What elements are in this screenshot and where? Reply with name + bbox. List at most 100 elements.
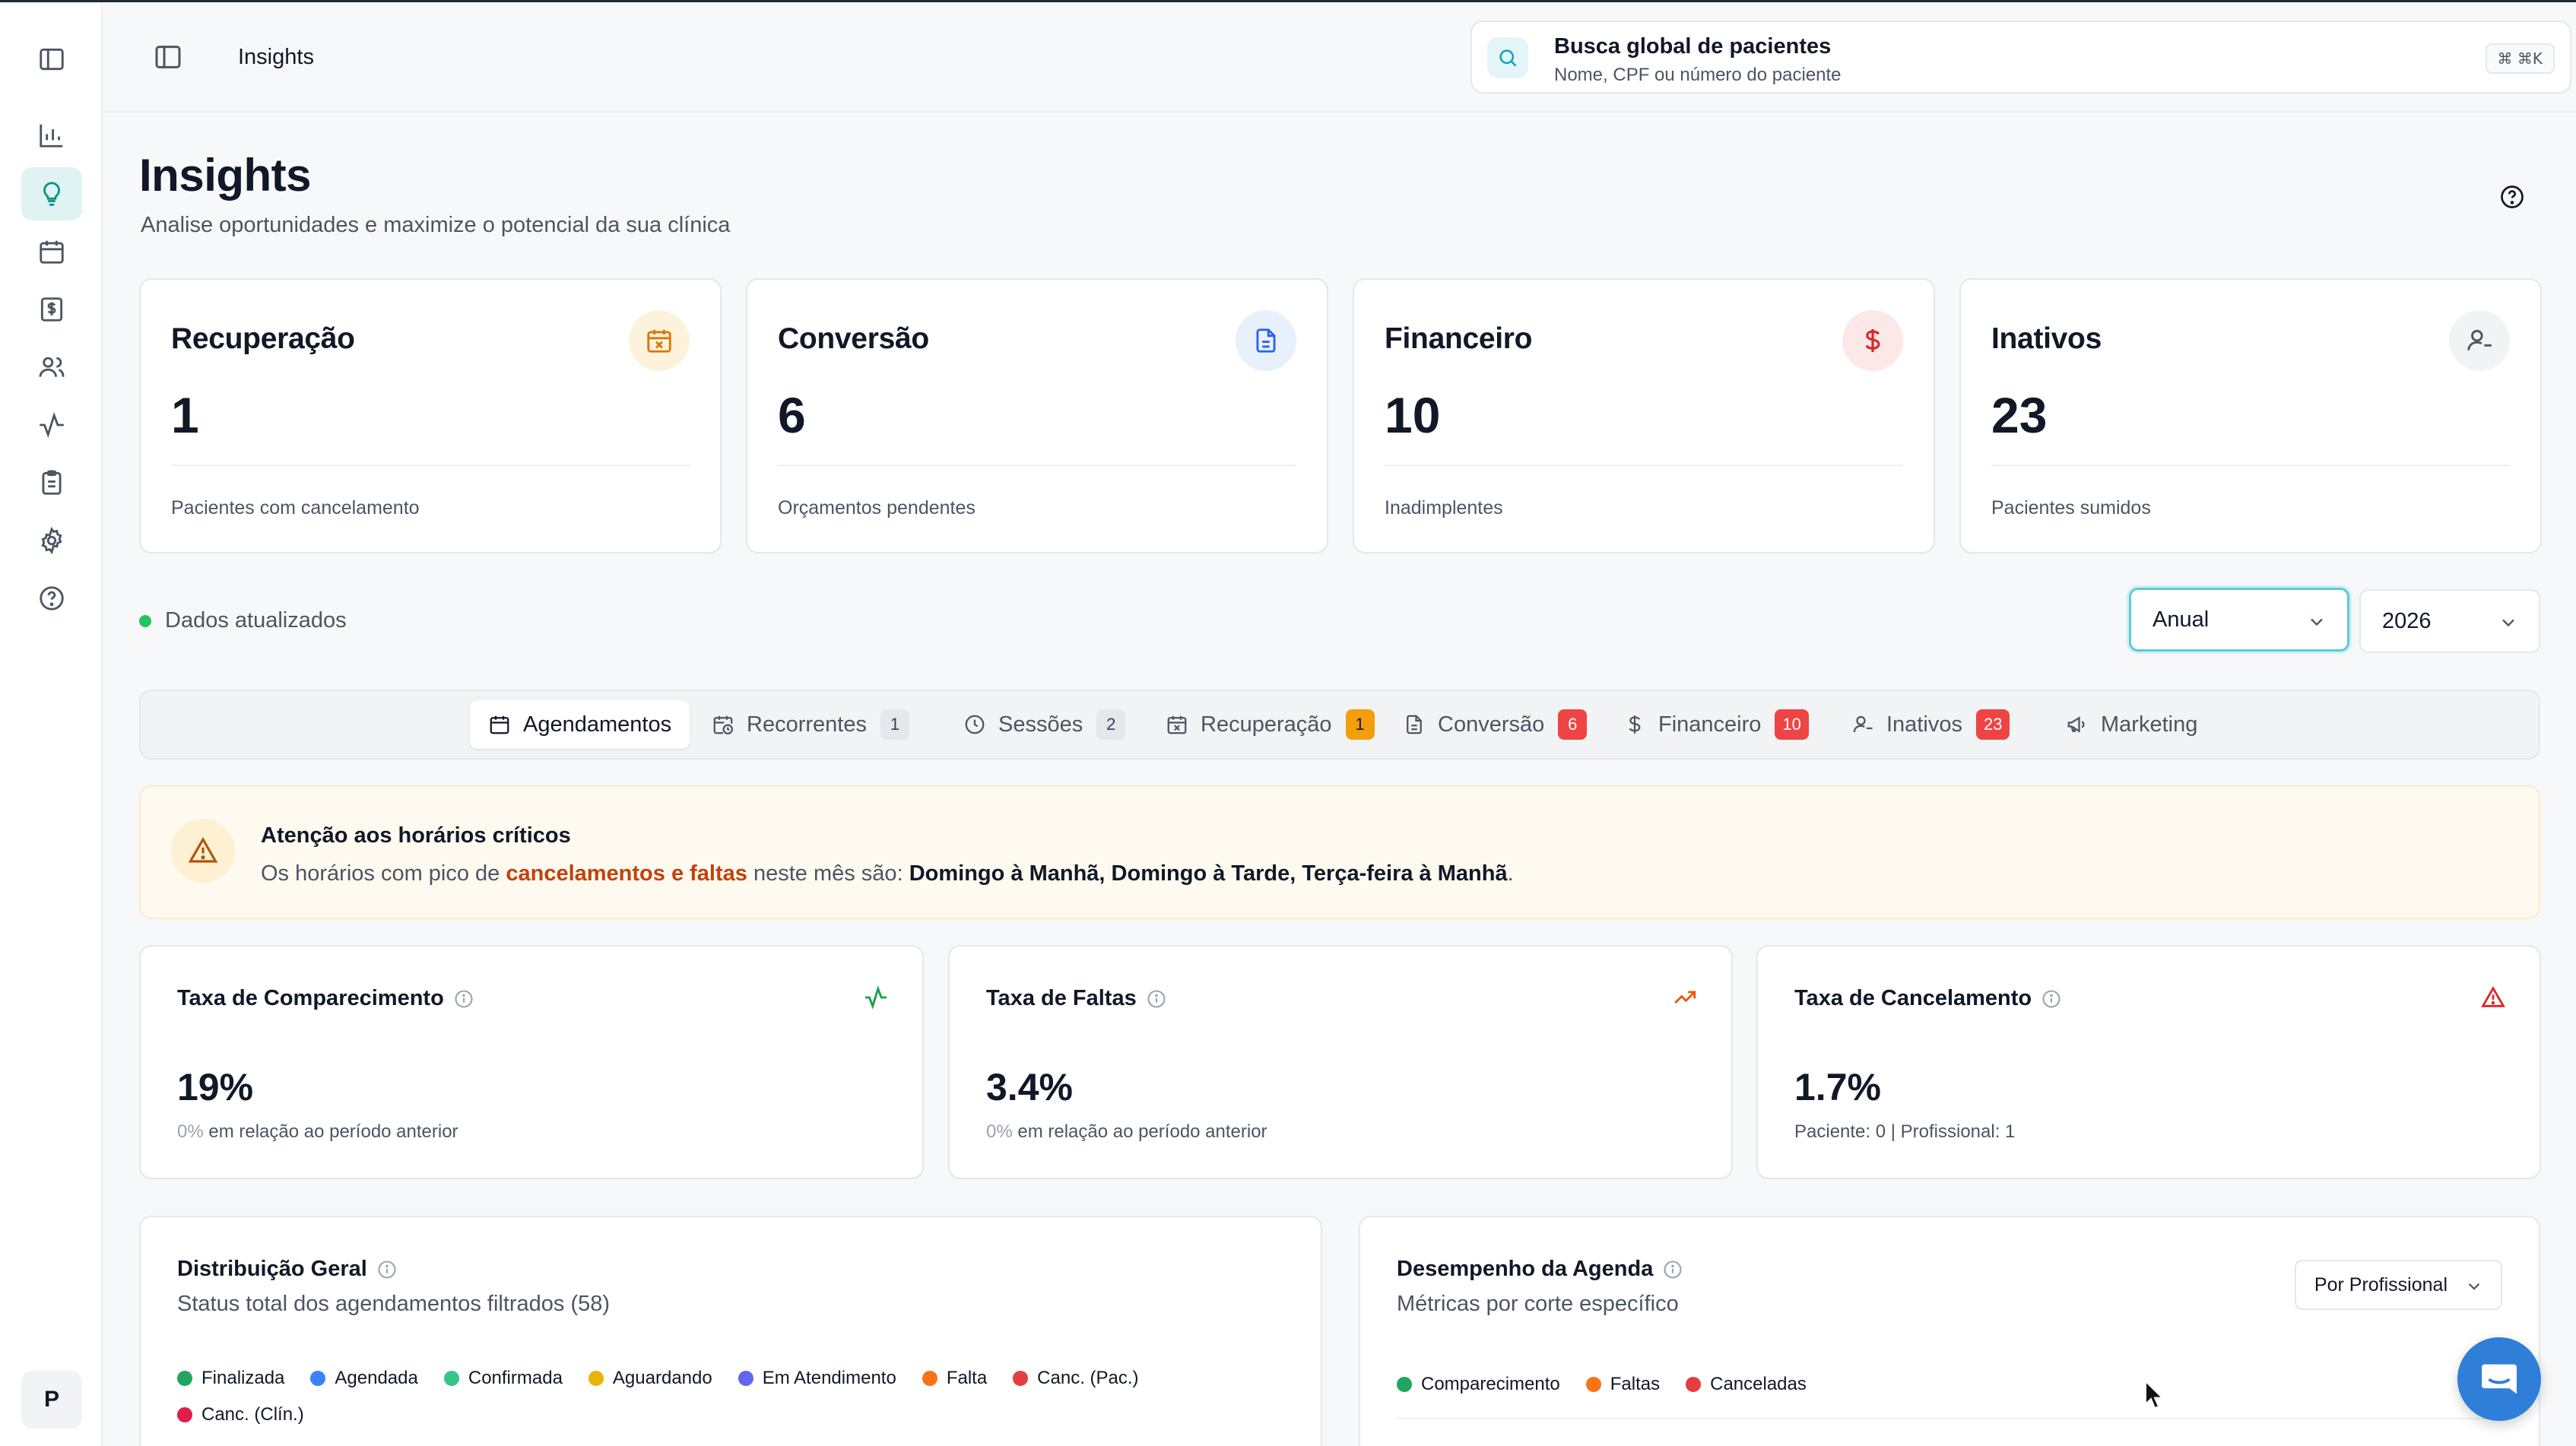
panel-subtitle: Métricas por corte específico — [1397, 1292, 1679, 1316]
legend-item: Agendada — [310, 1360, 418, 1397]
divider — [778, 465, 1296, 466]
metric-card-attendance: Taxa de Comparecimento 19% 0% em relação… — [139, 945, 924, 1179]
tab-label: Conversão — [1438, 712, 1545, 737]
calendar-clock-icon — [713, 715, 733, 734]
legend-label: Comparecimento — [1421, 1374, 1560, 1394]
tab-agendamentos[interactable]: Agendamentos — [470, 700, 690, 749]
tab-recuperacao[interactable]: Recuperação 1 — [1147, 700, 1393, 749]
tab-financeiro[interactable]: Financeiro 10 — [1605, 700, 1827, 749]
insights-tabs: Agendamentos Recorrentes 1 Sessões 2 Rec… — [139, 690, 2540, 759]
panel-title: Desempenho da Agenda — [1397, 1257, 1683, 1282]
help-circle-icon[interactable] — [21, 572, 82, 625]
tab-recorrentes[interactable]: Recorrentes 1 — [693, 700, 928, 749]
chevron-down-icon — [2502, 619, 2514, 627]
document-icon — [1407, 715, 1422, 734]
tab-label: Recorrentes — [747, 712, 867, 737]
year-select-value: 2026 — [2382, 608, 2432, 633]
calendar-icon[interactable] — [21, 225, 82, 278]
chart-bar-icon[interactable] — [21, 109, 82, 162]
legend-item: Falta — [922, 1360, 987, 1397]
kpi-description: Pacientes sumidos — [1991, 497, 2151, 518]
legend-label: Canc. (Pac.) — [1037, 1368, 1139, 1388]
breadcrumb: Insights — [238, 45, 314, 69]
keyboard-shortcut-badge: ⌘ ⌘K — [2485, 43, 2555, 74]
divider — [1397, 1418, 2502, 1419]
legend-swatch — [1397, 1377, 1412, 1392]
tab-badge: 1 — [880, 709, 909, 740]
panel-title: Distribuição Geral — [177, 1257, 398, 1282]
info-icon[interactable] — [2041, 988, 2062, 1010]
tab-badge: 2 — [1096, 709, 1126, 740]
clock-icon — [965, 715, 985, 734]
metric-value: 19% — [177, 1066, 254, 1108]
period-select-value: Anual — [2152, 607, 2210, 632]
metric-footnote: 0% em relação ao período anterior — [177, 1121, 458, 1143]
legend-swatch — [310, 1371, 326, 1386]
kpi-value: 23 — [1991, 387, 2048, 443]
global-patient-search[interactable]: Busca global de pacientes Nome, CPF ou n… — [1470, 21, 2571, 94]
panel-toggle-icon[interactable] — [153, 42, 183, 72]
legend-label: Falta — [946, 1368, 988, 1388]
legend-swatch — [922, 1371, 937, 1386]
breakdown-select[interactable]: Por Profissional — [2294, 1260, 2502, 1310]
divider — [171, 465, 690, 466]
help-icon[interactable] — [2498, 183, 2526, 211]
calendar-x-icon — [629, 310, 690, 371]
search-title: Busca global de pacientes — [1554, 34, 1832, 59]
kpi-card-recuperacao[interactable]: Recuperação 1 Pacientes com cancelamento — [139, 278, 722, 553]
kpi-card-financeiro[interactable]: Financeiro 10 Inadimplentes — [1353, 278, 1935, 553]
lightbulb-icon[interactable] — [21, 167, 82, 220]
tab-inativos[interactable]: Inativos 23 — [1833, 700, 2028, 749]
info-icon[interactable] — [453, 988, 474, 1010]
kpi-card-inativos[interactable]: Inativos 23 Pacientes sumidos — [1959, 278, 2542, 553]
alert-text-end: . — [1507, 861, 1514, 886]
critical-hours-alert: Atenção aos horários críticos Os horário… — [139, 785, 2540, 919]
chevron-down-icon — [2468, 1283, 2480, 1290]
legend-label: Finalizada — [201, 1368, 285, 1388]
user-avatar-button[interactable]: P — [21, 1371, 82, 1429]
dollar-document-icon[interactable] — [21, 283, 82, 336]
period-select[interactable]: Anual — [2129, 588, 2349, 652]
kpi-value: 10 — [1385, 387, 1441, 443]
trending-up-icon — [1674, 991, 1696, 1004]
legend-item: Canc. (Clín.) — [177, 1397, 304, 1433]
legend-swatch — [177, 1371, 192, 1386]
kpi-description: Orçamentos pendentes — [778, 497, 976, 518]
legend-swatch — [1686, 1377, 1702, 1392]
tab-conversao[interactable]: Conversão 6 — [1385, 700, 1605, 749]
user-minus-icon — [2449, 310, 2510, 371]
metric-card-cancellation: Taxa de Cancelamento 1.7% Paciente: 0 | … — [1756, 945, 2541, 1179]
metric-footnote-text: em relação ao período anterior — [1012, 1121, 1267, 1142]
info-icon[interactable] — [1662, 1259, 1683, 1280]
breakdown-select-value: Por Profissional — [2314, 1273, 2448, 1295]
sidebar-toggle-icon[interactable] — [21, 33, 82, 86]
legend-swatch — [1013, 1371, 1029, 1386]
metric-value: 1.7% — [1794, 1066, 1881, 1108]
tab-marketing[interactable]: Marketing — [2048, 700, 2216, 749]
info-icon[interactable] — [376, 1259, 398, 1280]
chat-bubble-icon — [2482, 1364, 2517, 1394]
clipboard-icon[interactable] — [21, 456, 82, 509]
legend-swatch — [1585, 1377, 1601, 1392]
tab-sessoes[interactable]: Sessões 2 — [945, 700, 1144, 749]
kpi-card-conversao[interactable]: Conversão 6 Orçamentos pendentes — [746, 278, 1328, 553]
kpi-value: 1 — [171, 387, 199, 443]
kpi-value: 6 — [778, 387, 806, 443]
calendar-x-icon — [1167, 715, 1187, 734]
top-header: Insights Busca global de pacientes Nome,… — [104, 2, 2576, 113]
users-icon[interactable] — [21, 341, 82, 394]
chat-support-button[interactable] — [2457, 1337, 2541, 1421]
legend-item: Canc. (Pac.) — [1013, 1360, 1139, 1397]
activity-icon[interactable] — [21, 398, 82, 452]
year-select[interactable]: 2026 — [2359, 589, 2540, 653]
sidebar: P — [0, 2, 103, 1446]
status-legend: Finalizada Agendada Confirmada Aguardand… — [177, 1360, 1242, 1433]
legend-item: Comparecimento — [1397, 1366, 1560, 1403]
tab-badge: 10 — [1775, 709, 1809, 740]
gear-icon[interactable] — [21, 514, 82, 567]
info-icon[interactable] — [1146, 988, 1167, 1010]
user-minus-icon — [1853, 715, 1873, 733]
tab-label: Marketing — [2101, 712, 2198, 737]
alert-critical-times: Domingo à Manhã, Domingo à Tarde, Terça-… — [909, 861, 1508, 886]
kpi-title: Recuperação — [171, 322, 355, 355]
